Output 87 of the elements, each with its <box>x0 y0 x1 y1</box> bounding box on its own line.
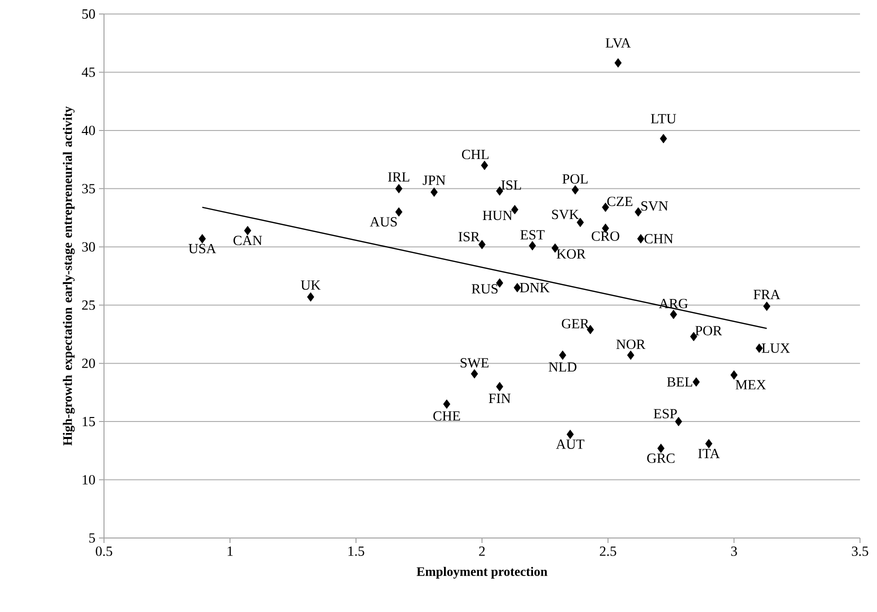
annotation: NOR <box>616 340 646 349</box>
x-tick-label: 1 <box>228 546 233 556</box>
point <box>496 382 504 392</box>
point <box>634 207 642 217</box>
y-tick-label: 25 <box>82 300 95 310</box>
x-tick-label: 3 <box>731 546 737 556</box>
point <box>566 430 574 440</box>
point <box>763 302 770 311</box>
annotation: POR <box>695 326 722 336</box>
y-tick-label: 40 <box>82 126 95 136</box>
y-tick-label: 45 <box>82 68 95 77</box>
annotation: CZE <box>607 196 632 206</box>
point <box>627 350 634 360</box>
point <box>470 369 478 378</box>
point <box>478 240 486 250</box>
point <box>528 241 536 250</box>
point <box>198 234 206 244</box>
annotation: DNK <box>520 283 550 292</box>
point <box>559 350 566 360</box>
annotation: CHN <box>644 234 674 244</box>
annotation: USA <box>188 244 216 254</box>
x-tick-label: 3.5 <box>852 546 868 556</box>
point <box>670 310 678 320</box>
point <box>496 278 504 288</box>
annotation: KOR <box>556 249 586 259</box>
y-tick-label: 35 <box>82 184 95 194</box>
annotation: EST <box>520 230 545 240</box>
point <box>705 438 712 448</box>
annotation: ISL <box>501 180 521 190</box>
annotation: GRC <box>647 454 674 463</box>
point <box>480 160 488 170</box>
point <box>443 399 450 409</box>
annotation: ARG <box>658 298 688 308</box>
annotation: CHL <box>462 150 488 160</box>
point <box>307 292 314 302</box>
point <box>395 207 402 217</box>
point <box>572 185 579 195</box>
point <box>637 234 644 244</box>
x-axis-title: Employment protection <box>416 566 548 579</box>
annotation: UK <box>300 280 321 290</box>
x-tick-label: 1.5 <box>348 546 364 556</box>
annotation: CHE <box>433 411 460 421</box>
point <box>395 184 402 194</box>
annotation: CRO <box>592 231 620 241</box>
x-tick-label: 2.5 <box>600 546 616 556</box>
point <box>692 377 700 387</box>
annotation: LTU <box>650 114 676 124</box>
point <box>675 416 682 426</box>
point <box>430 187 438 197</box>
y-tick-label: 5 <box>89 533 95 543</box>
annotation: JPN <box>422 176 446 185</box>
annotation: FIN <box>488 394 511 403</box>
y-tick-label: 30 <box>82 242 95 252</box>
x-tick-label: 2 <box>479 546 485 556</box>
annotation: IRL <box>388 172 410 182</box>
annotation: CAN <box>233 236 262 246</box>
annotation: SVK <box>552 210 579 220</box>
point <box>614 58 622 68</box>
point <box>730 370 738 380</box>
y-tick-label: 15 <box>82 416 95 426</box>
annotation: MEX <box>736 380 766 390</box>
y-axis-title: High-growth expectation early-stage entrepreneurial activity <box>62 106 75 446</box>
y-tick-label: 20 <box>82 358 95 368</box>
point <box>576 218 584 228</box>
annotation: ISR <box>458 232 480 242</box>
annotation: LUX <box>762 344 790 353</box>
annotation: NLD <box>548 362 576 372</box>
x-tick-label: 0.5 <box>96 546 112 556</box>
annotation: SVN <box>641 201 668 211</box>
annotation: LVA <box>606 38 631 48</box>
y-tick-label: 50 <box>82 9 95 19</box>
point <box>244 226 252 236</box>
annotation: ESP <box>654 408 677 418</box>
annotation: GER <box>562 318 590 328</box>
annotation: FRA <box>754 290 780 300</box>
point <box>511 204 518 214</box>
annotation: ITA <box>698 448 720 458</box>
annotation: POL <box>562 174 588 184</box>
annotation: HUN <box>482 210 512 220</box>
annotation: BEL <box>667 377 692 387</box>
annotation: RUS <box>472 284 498 294</box>
annotation: AUS <box>370 217 397 227</box>
annotation: SWE <box>460 358 488 368</box>
y-tick-label: 10 <box>82 475 95 484</box>
point <box>660 134 668 144</box>
point <box>657 444 664 454</box>
annotation: AUT <box>556 440 584 449</box>
